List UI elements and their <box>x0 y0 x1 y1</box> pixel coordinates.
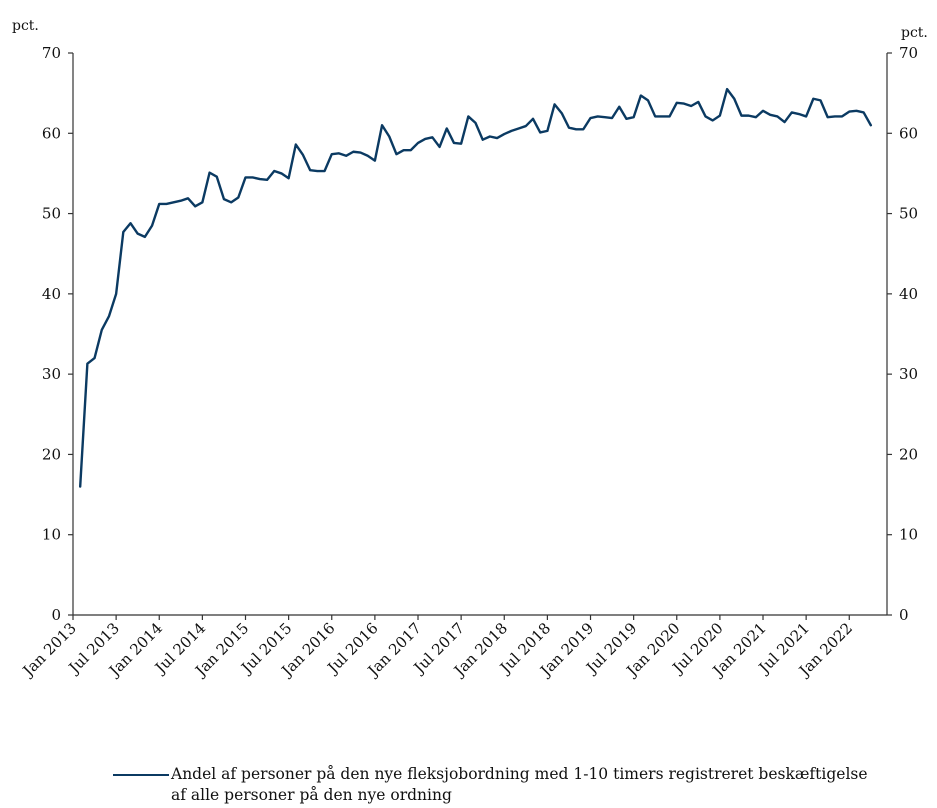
y-tick-label-right: 60 <box>899 124 918 142</box>
y-tick-label-left: 30 <box>42 365 61 383</box>
y-tick-label-left: 40 <box>42 285 61 303</box>
y-axis-unit-right: pct. <box>901 25 928 41</box>
y-ticks-left: 0 10 20 30 40 50 60 70 <box>42 44 73 624</box>
legend-label: Andel af personer på den nye fleksjobord… <box>171 765 868 804</box>
line-chart: 0 10 20 30 40 50 60 70 0 10 20 30 40 50 60 70 Jan 2013… <box>12 18 928 681</box>
y-tick-label-right: 70 <box>899 44 918 62</box>
y-tick-label-right: 10 <box>899 526 918 544</box>
y-ticks-right: 0 10 20 30 40 50 60 70 <box>887 44 918 624</box>
series-line <box>78 87 873 488</box>
y-tick-label-left: 50 <box>42 205 61 223</box>
chart-axes <box>72 53 888 616</box>
x-tick-label: Jan 2013 <box>18 619 80 681</box>
y-tick-label-left: 20 <box>42 445 61 463</box>
y-tick-label-right: 30 <box>899 365 918 383</box>
y-tick-label-left: 60 <box>42 124 61 142</box>
y-tick-label-left: 10 <box>42 526 61 544</box>
legend-line-swatch <box>113 774 169 776</box>
y-axis-unit-left: pct. <box>12 18 39 34</box>
y-tick-label-right: 50 <box>899 205 918 223</box>
series-group <box>78 87 873 488</box>
y-tick-label-right: 40 <box>899 285 918 303</box>
y-tick-label-right: 20 <box>899 445 918 463</box>
y-tick-label-left: 70 <box>42 44 61 62</box>
y-tick-label-left: 0 <box>51 606 61 624</box>
y-tick-label-right: 0 <box>899 606 909 624</box>
